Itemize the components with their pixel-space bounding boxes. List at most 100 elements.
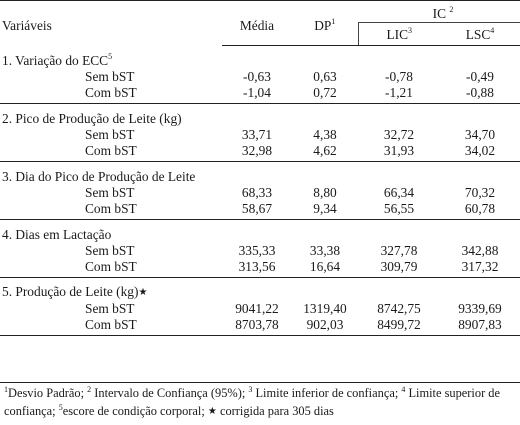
cell-sd: 4,62 xyxy=(292,143,358,162)
header-mean: Média xyxy=(222,0,292,46)
cell-mean: 33,71 xyxy=(241,127,273,142)
section-title: 2. Pico de Produção de Leite (kg) xyxy=(0,104,520,128)
header-lsc-footnote-mark: 4 xyxy=(490,26,495,35)
section-title-row: 2. Pico de Produção de Leite (kg) xyxy=(0,104,520,128)
cell-lic: 8499,72 xyxy=(358,317,440,336)
section-title-text: 5. Produção de Leite (kg) xyxy=(2,284,139,299)
cell-lsc: 70,32 xyxy=(464,185,496,200)
cell-mean: -1,04 xyxy=(222,85,292,104)
footnote-mark-1: 1 xyxy=(4,385,8,394)
cell-lic: 8742,75 xyxy=(377,301,421,316)
footnote-text-6: corrigida para 305 dias xyxy=(216,404,334,418)
header-sd-footnote-mark: 1 xyxy=(331,16,336,26)
footnote-text-2: Intervalo de Confiança (95%); xyxy=(91,386,249,400)
header-lic: LIC3 xyxy=(357,22,440,46)
cell-sd: 16,64 xyxy=(292,259,358,278)
section-title-text: 2. Pico de Produção de Leite (kg) xyxy=(2,110,182,126)
cell-lsc: 317,32 xyxy=(440,259,520,278)
table-row: Com bST 32,98 4,62 31,93 34,02 xyxy=(0,143,520,162)
cell-lsc: -0,49 xyxy=(466,69,494,84)
cell-sd: 902,03 xyxy=(292,317,358,336)
cell-lsc: 9339,69 xyxy=(458,301,502,316)
footnote-text-1: Desvio Padrão; xyxy=(8,386,88,400)
cell-mean: 313,56 xyxy=(222,259,292,278)
header-sd: DP1 xyxy=(292,0,358,46)
table-bottom-rule xyxy=(0,382,520,383)
table-row: Sem bST 33,71 4,38 32,72 34,70 xyxy=(0,127,520,143)
cell-lic: 66,34 xyxy=(383,185,415,200)
row-label: Com bST xyxy=(0,201,222,220)
cell-sd: 33,38 xyxy=(309,243,341,258)
section-title-row: 3. Dia do Pico de Produção de Leite xyxy=(0,162,520,186)
table-sections: 1. Variação do ECC5 Sem bST -0,63 0,63 -0,78… xyxy=(0,46,520,336)
section-title-text: 4. Dias em Lactação xyxy=(2,226,112,242)
header-row-1: Variáveis Média DP1 IC 2 xyxy=(0,0,520,46)
header-variables: Variáveis xyxy=(0,0,222,46)
cell-mean: -0,63 xyxy=(243,69,271,84)
cell-lsc: 8907,83 xyxy=(440,317,520,336)
cell-mean: 32,98 xyxy=(222,143,292,162)
cell-sd: 9,34 xyxy=(292,201,358,220)
section-title: 4. Dias em Lactação xyxy=(0,220,520,244)
section-title: 3. Dia do Pico de Produção de Leite xyxy=(0,162,520,186)
header-ci: IC 2 xyxy=(358,0,520,23)
cell-sd: 0,72 xyxy=(292,85,358,104)
row-label: Sem bST xyxy=(85,301,135,316)
row-label: Com bST xyxy=(0,85,222,104)
section-title: 1. Variação do ECC5 xyxy=(0,46,520,70)
cell-lsc: 34,02 xyxy=(440,143,520,162)
footnote-text-3: Limite inferior de confiança; xyxy=(252,386,402,400)
table-footnote: 1Desvio Padrão; 2 Intervalo de Confiança… xyxy=(4,384,516,421)
results-table: Variáveis Média DP1 IC 2 LIC3 LSC4 xyxy=(0,0,520,336)
cell-sd: 0,63 xyxy=(313,69,337,84)
cell-sd: 8,80 xyxy=(313,185,337,200)
cell-lic: -1,21 xyxy=(358,85,440,104)
section-title-row: 1. Variação do ECC5 xyxy=(0,46,520,70)
cell-sd: 4,38 xyxy=(313,127,337,142)
footnote-mark-3: 3 xyxy=(248,385,253,394)
cell-lsc: 60,78 xyxy=(440,201,520,220)
table-row: Sem bST 68,33 8,80 66,34 70,32 xyxy=(0,185,520,201)
header-row-2: LIC3 LSC4 xyxy=(0,22,520,46)
cell-lic: 56,55 xyxy=(358,201,440,220)
table-row: Com bST 313,56 16,64 309,79 317,32 xyxy=(0,259,520,278)
row-label: Sem bST xyxy=(85,185,135,200)
row-label: Sem bST xyxy=(85,69,135,84)
section-title-footnote-mark: 5 xyxy=(108,51,113,61)
row-label: Com bST xyxy=(0,259,222,278)
section-title: 5. Produção de Leite (kg)★ xyxy=(0,278,520,302)
header-lsc: LSC4 xyxy=(440,22,520,46)
cell-lic: 32,72 xyxy=(383,127,415,142)
footnote-text-4: Limite superior de confiança; xyxy=(4,386,500,418)
cell-lic: 327,78 xyxy=(380,243,418,258)
section-title-text: 1. Variação do ECC xyxy=(2,52,109,68)
cell-lsc: 34,70 xyxy=(464,127,496,142)
header-ci-footnote-mark: 2 xyxy=(449,5,454,14)
cell-mean: 8703,78 xyxy=(222,317,292,336)
cell-lic: -0,78 xyxy=(385,69,413,84)
table-row: Com bST -1,04 0,72 -1,21 -0,88 xyxy=(0,85,520,104)
row-label: Sem bST xyxy=(85,243,135,258)
section-title-star-mark: ★ xyxy=(138,287,148,298)
cell-mean: 58,67 xyxy=(222,201,292,220)
row-label: Com bST xyxy=(0,317,222,336)
cell-lic: 309,79 xyxy=(358,259,440,278)
cell-lic: 31,93 xyxy=(358,143,440,162)
cell-lsc: 342,88 xyxy=(461,243,499,258)
cell-mean: 335,33 xyxy=(238,243,276,258)
footnote-mark-5: 5 xyxy=(58,403,63,412)
footnote-mark-4: 4 xyxy=(401,385,406,394)
table-row: Com bST 58,67 9,34 56,55 60,78 xyxy=(0,201,520,220)
section-title-row: 5. Produção de Leite (kg)★ xyxy=(0,278,520,302)
header-lic-footnote-mark: 3 xyxy=(408,26,413,35)
cell-mean: 68,33 xyxy=(241,185,273,200)
row-label: Sem bST xyxy=(85,127,135,142)
table-row: Sem bST -0,63 0,63 -0,78 -0,49 xyxy=(0,69,520,85)
cell-mean: 9041,22 xyxy=(235,301,279,316)
table-row: Sem bST 9041,22 1319,40 8742,75 9339,69 xyxy=(0,301,520,317)
table-row: Com bST 8703,78 902,03 8499,72 8907,83 xyxy=(0,317,520,336)
footnote-text-5: escore de condição corporal; xyxy=(62,404,208,418)
cell-lsc: -0,88 xyxy=(440,85,520,104)
row-label: Com bST xyxy=(0,143,222,162)
